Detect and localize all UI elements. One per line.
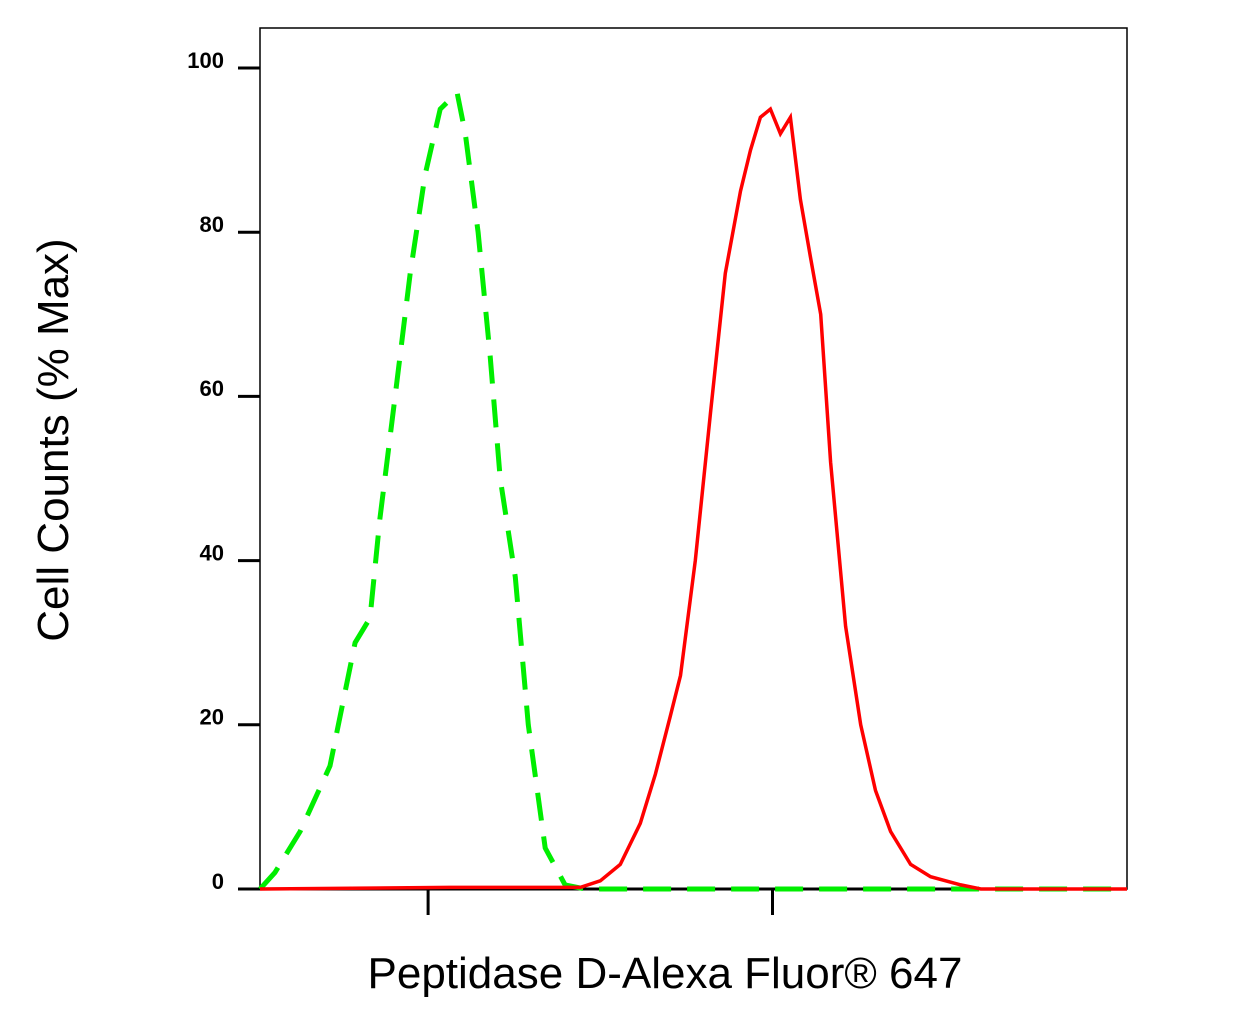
y-tick-label: 20 xyxy=(200,705,224,730)
y-tick-label: 80 xyxy=(200,212,224,237)
series-line xyxy=(259,106,1127,891)
y-tick-label: 40 xyxy=(200,540,224,565)
series-line xyxy=(258,87,1127,892)
y-tick-label: 100 xyxy=(187,48,224,73)
y-tick-label: 60 xyxy=(200,376,224,401)
y-tick-label: 0 xyxy=(212,869,224,894)
plot-frame xyxy=(259,27,1128,890)
x-axis-label: Peptidase D-Alexa Fluor® 647 xyxy=(368,949,963,998)
y-axis-label: Cell Counts (% Max) xyxy=(29,238,78,641)
